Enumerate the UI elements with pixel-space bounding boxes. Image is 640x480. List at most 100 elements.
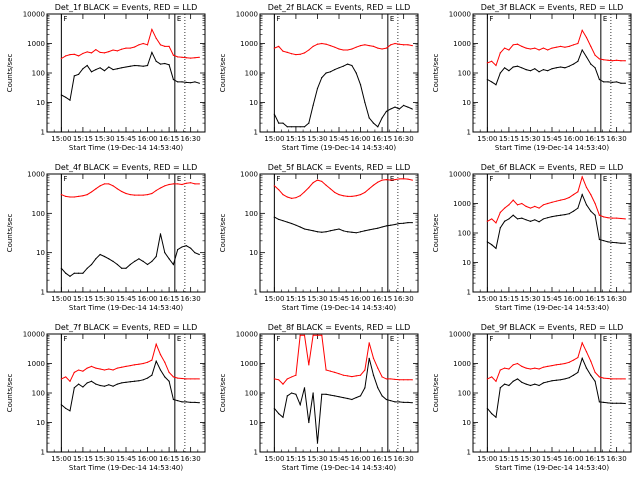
data-point — [134, 260, 136, 262]
data-point — [525, 69, 527, 71]
data-point — [303, 52, 306, 54]
chart-panel: Det_8f BLACK = Events, RED = LLD 1 10 100 10… — [219, 323, 419, 472]
data-point — [504, 220, 506, 222]
data-point — [138, 258, 140, 260]
data-point — [121, 67, 123, 69]
data-point — [172, 54, 174, 56]
data-point — [581, 342, 583, 344]
data-point — [394, 42, 396, 45]
data-point — [351, 375, 353, 378]
data-point — [368, 117, 370, 119]
events-series-line — [61, 51, 200, 102]
data-point — [603, 401, 605, 404]
data-point — [151, 359, 153, 361]
data-point — [351, 195, 353, 197]
data-point — [134, 194, 136, 196]
y-tick-label: 1 — [41, 449, 45, 457]
data-point — [560, 363, 562, 365]
x-tick-label: 16:30 — [181, 135, 201, 143]
data-point — [394, 378, 396, 380]
data-point — [351, 48, 353, 50]
y-tick-label: 10000 — [236, 331, 258, 339]
data-point — [129, 263, 131, 266]
chart-panel: Det_3f BLACK = Events, RED = LLD 1 10 100 10… — [432, 3, 632, 152]
data-point — [521, 202, 523, 205]
e-marker-label: E — [177, 175, 181, 183]
data-point — [299, 195, 301, 197]
data-point — [381, 48, 383, 50]
data-point — [190, 57, 192, 59]
data-point — [65, 96, 67, 98]
data-point — [555, 364, 557, 366]
data-point — [359, 193, 362, 196]
data-point — [572, 44, 575, 46]
data-point — [364, 191, 366, 194]
data-point — [295, 197, 297, 199]
data-point — [65, 272, 67, 274]
data-point — [512, 364, 514, 366]
x-tick-label: 15:15 — [73, 295, 93, 303]
data-point — [134, 46, 136, 48]
lld-series-line — [487, 29, 626, 67]
data-point — [504, 207, 506, 209]
f-marker-label: F — [276, 175, 280, 183]
data-point — [194, 183, 196, 185]
events-series-line — [273, 63, 413, 128]
data-point — [108, 384, 110, 386]
data-point — [581, 357, 583, 359]
data-point — [342, 195, 344, 197]
y-tick-label: 1000 — [27, 360, 45, 368]
data-point — [611, 60, 613, 62]
data-point — [547, 70, 549, 72]
x-tick-label: 15:15 — [499, 295, 519, 303]
x-axis-label: Start Time (19-Dec-14 14:53:40) — [282, 304, 396, 312]
data-point — [585, 56, 588, 58]
x-tick-label: 15:45 — [116, 455, 136, 463]
x-tick-label: 16:00 — [137, 295, 157, 303]
data-point — [486, 220, 488, 222]
data-point — [355, 195, 357, 197]
data-point — [407, 106, 409, 108]
data-point — [129, 47, 131, 49]
data-point — [82, 272, 84, 274]
data-point — [568, 45, 570, 47]
x-tick-label: 15:30 — [94, 135, 114, 143]
y-tick-label: 1 — [41, 129, 45, 137]
data-point — [164, 376, 166, 378]
y-tick-label: 100 — [32, 70, 45, 78]
data-point — [321, 76, 323, 79]
data-point — [312, 104, 314, 106]
data-point — [616, 242, 618, 244]
data-point — [398, 178, 400, 180]
data-point — [121, 267, 123, 269]
data-point — [585, 204, 588, 206]
data-point — [368, 357, 370, 359]
x-tick-label: 15:00 — [477, 135, 497, 143]
data-point — [564, 198, 566, 200]
data-point — [411, 179, 413, 181]
data-point — [542, 204, 544, 206]
data-point — [508, 218, 510, 220]
y-tick-label: 10 — [462, 99, 471, 107]
data-point — [560, 45, 562, 47]
data-point — [560, 214, 562, 216]
data-point — [90, 365, 93, 367]
data-point — [129, 193, 131, 196]
data-point — [407, 379, 409, 381]
data-point — [103, 255, 106, 258]
data-point — [151, 260, 153, 262]
data-point — [547, 202, 549, 205]
plot-frame — [259, 13, 419, 133]
x-tick-label: 15:00 — [51, 455, 71, 463]
f-marker-label: F — [63, 175, 67, 183]
data-point — [273, 185, 275, 187]
data-point — [385, 179, 387, 181]
data-point — [138, 194, 140, 196]
data-point — [112, 185, 114, 187]
data-point — [372, 228, 375, 230]
x-tick-label: 15:00 — [477, 455, 497, 463]
data-point — [308, 187, 310, 189]
data-point — [291, 376, 293, 378]
data-point — [312, 392, 314, 394]
data-point — [65, 376, 67, 378]
